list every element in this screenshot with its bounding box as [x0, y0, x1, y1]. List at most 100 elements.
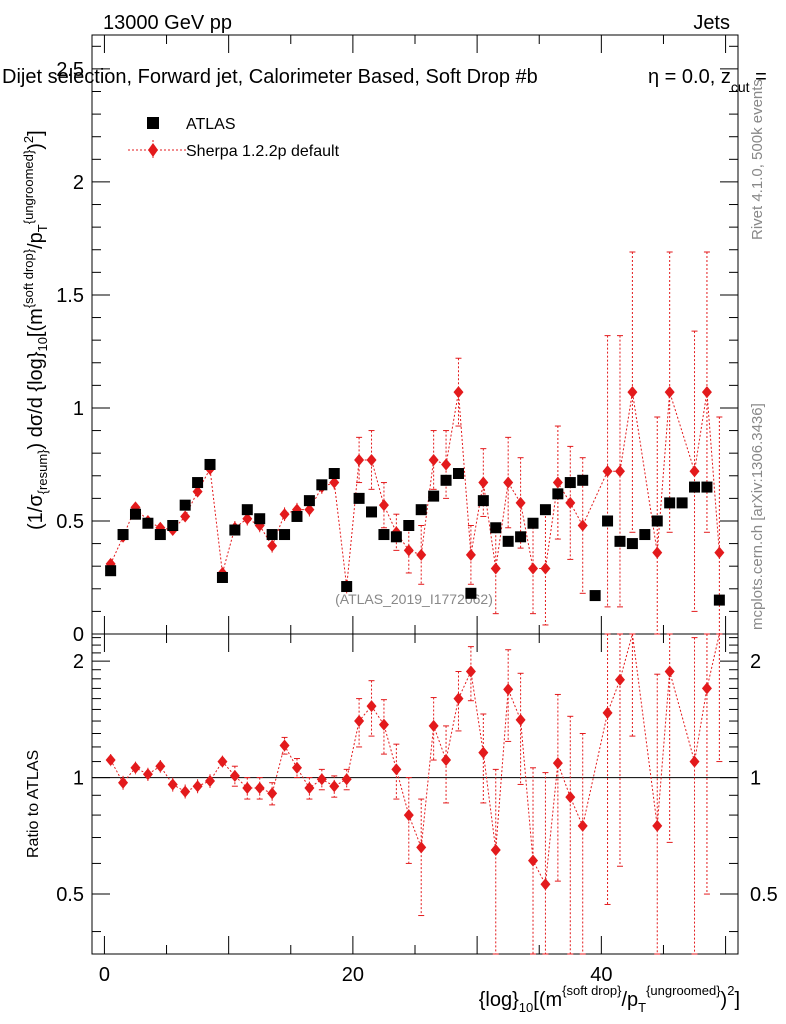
atlas-main-point — [577, 474, 589, 486]
ratio-y-tick-label-right: 0.5 — [750, 884, 778, 906]
sherpa-ratio-point — [366, 700, 377, 713]
atlas-main-point — [502, 535, 514, 547]
atlas-main-point — [676, 497, 688, 509]
analysis-id-watermark: (ATLAS_2019_I1772062) — [335, 591, 493, 607]
sherpa-main-point — [279, 508, 290, 521]
sherpa-ratio-point — [602, 706, 613, 719]
ratio-y-axis-label: Ratio to ATLAS — [25, 750, 42, 858]
atlas-main-point — [179, 499, 191, 511]
process-label: Jets — [693, 12, 730, 34]
atlas-main-point — [626, 538, 638, 550]
sherpa-main-point — [503, 476, 514, 489]
legend-atlas-marker — [147, 117, 159, 129]
sherpa-ratio-point — [453, 692, 464, 705]
sherpa-ratio-point — [664, 665, 675, 678]
sherpa-main-point — [267, 539, 278, 552]
sherpa-ratio-point — [192, 780, 203, 793]
sherpa-main-point — [664, 386, 675, 399]
sherpa-ratio-point — [528, 854, 539, 867]
sherpa-main-point — [614, 465, 625, 478]
sherpa-main-point — [540, 562, 551, 575]
sherpa-main-point — [515, 496, 526, 509]
atlas-main-point — [117, 529, 129, 541]
x-tick-label: 0 — [99, 964, 110, 986]
atlas-main-point — [477, 495, 489, 507]
sherpa-main-point — [428, 453, 439, 466]
sherpa-ratio-point — [428, 719, 439, 732]
atlas-main-point — [279, 529, 291, 541]
sherpa-main-point — [465, 548, 476, 561]
sherpa-ratio-point — [291, 761, 302, 774]
sherpa-ratio-point — [515, 713, 526, 726]
legend-atlas-label: ATLAS — [186, 116, 236, 133]
sherpa-ratio-point — [180, 785, 191, 798]
atlas-main-point — [527, 517, 539, 529]
sherpa-ratio-point — [391, 763, 402, 776]
sherpa-main-point — [652, 546, 663, 559]
sherpa-ratio-point — [552, 757, 563, 770]
atlas-main-point — [428, 490, 440, 502]
atlas-main-point — [602, 515, 614, 527]
atlas-main-point — [403, 520, 415, 532]
sherpa-ratio-point — [105, 754, 116, 767]
x-tick-label: 40 — [590, 964, 612, 986]
atlas-main-point — [303, 495, 315, 507]
sherpa-main-point — [602, 465, 613, 478]
atlas-main-point — [105, 565, 117, 577]
atlas-main-point — [639, 529, 651, 541]
atlas-main-point — [154, 529, 166, 541]
sherpa-main-point — [441, 458, 452, 471]
sherpa-main-point — [528, 562, 539, 575]
sherpa-main-point — [354, 453, 365, 466]
sherpa-main-point — [242, 512, 253, 525]
x-axis-label: {log}10[(m{soft drop}/pT{ungroomed})2] — [479, 983, 740, 1015]
sherpa-ratio-point — [478, 746, 489, 759]
atlas-main-point — [353, 492, 365, 504]
plot-title-eta: η = 0.0, zcut = — [648, 66, 767, 95]
ratio-y-tick-label: 1 — [73, 768, 84, 790]
atlas-main-point — [192, 477, 204, 489]
x-tick-label: 20 — [342, 964, 364, 986]
sherpa-main-point — [565, 496, 576, 509]
sherpa-main-point — [577, 519, 588, 532]
atlas-main-point — [167, 520, 179, 532]
atlas-main-point — [515, 531, 527, 543]
atlas-main-point — [589, 590, 601, 602]
sherpa-ratio-point — [254, 781, 265, 794]
atlas-main-point — [328, 468, 340, 480]
sherpa-ratio-point — [329, 780, 340, 793]
sherpa-main-point — [689, 465, 700, 478]
sherpa-ratio-point — [652, 819, 663, 832]
main-y-tick-label: 0.5 — [56, 511, 84, 533]
sherpa-main-point — [453, 386, 464, 399]
sherpa-main-point — [304, 503, 315, 516]
sherpa-ratio-point — [403, 809, 414, 822]
sherpa-ratio-point — [540, 878, 551, 891]
legend-sherpa-marker — [148, 143, 158, 157]
atlas-main-point — [142, 517, 154, 529]
sherpa-ratio-point — [279, 739, 290, 752]
sherpa-main-point — [180, 510, 191, 523]
atlas-main-point — [266, 529, 278, 541]
atlas-main-point — [241, 504, 253, 516]
sherpa-main-point — [403, 544, 414, 557]
atlas-main-point — [701, 481, 713, 493]
plot-title: Dijet selection, Forward jet, Calorimete… — [2, 66, 538, 88]
atlas-main-point — [552, 488, 564, 500]
atlas-main-point — [204, 458, 216, 470]
sherpa-ratio-point — [689, 755, 700, 768]
atlas-main-point — [390, 531, 402, 543]
sherpa-ratio-point — [441, 754, 452, 767]
sherpa-ratio-point — [577, 819, 588, 832]
sherpa-ratio-point — [142, 768, 153, 781]
atlas-main-point — [366, 506, 378, 518]
sherpa-ratio-point — [354, 715, 365, 728]
sherpa-ratio-point — [242, 781, 253, 794]
sherpa-ratio-point — [378, 718, 389, 731]
sherpa-ratio-point — [701, 682, 712, 695]
sherpa-main-point — [478, 476, 489, 489]
x-ticks: 0 20 40 — [99, 35, 727, 986]
atlas-main-point — [216, 571, 228, 583]
rivet-version-label: Rivet 4.1.0, 500k events — [749, 79, 766, 240]
